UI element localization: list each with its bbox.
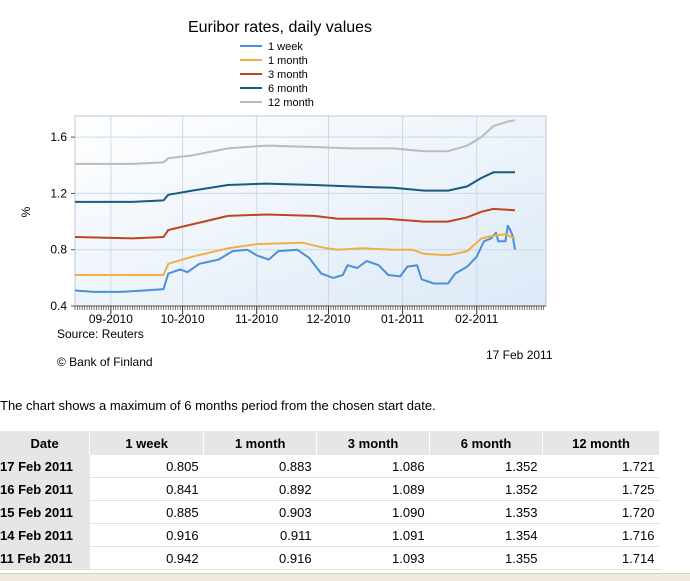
chart-legend: 1 week 1 month 3 month 6 month 12 month xyxy=(240,41,314,109)
euribor-chart: Euribor rates, daily values 1 week 1 mont… xyxy=(19,19,547,326)
cell-3-month: 1.089 xyxy=(316,477,430,501)
cell-1-month: 0.892 xyxy=(203,477,317,501)
cell-6-month: 1.355 xyxy=(429,546,543,570)
table-row: 15 Feb 2011 0.885 0.903 1.090 1.353 1.72… xyxy=(0,500,660,524)
cell-3-month: 1.086 xyxy=(316,455,430,478)
x-tick-label: 02-2011 xyxy=(455,312,498,326)
cell-1-month: 0.883 xyxy=(203,455,317,478)
copyright-label: © Bank of Finland xyxy=(57,355,153,369)
header-date: Date xyxy=(0,431,91,455)
chart-note: The chart shows a maximum of 6 months pe… xyxy=(0,398,436,413)
legend-label: 3 month xyxy=(268,69,308,81)
cell-1-month: 0.911 xyxy=(203,523,317,547)
cell-12-month: 1.716 xyxy=(542,523,660,547)
date-cell: 11 Feb 2011 xyxy=(0,546,90,570)
cell-1-month: 0.903 xyxy=(203,500,317,524)
table-header-row: Date 1 week 1 month 3 month 6 month 12 m… xyxy=(0,431,660,455)
header-3-month: 3 month xyxy=(316,431,431,455)
x-tick-label: 11-2010 xyxy=(235,312,278,326)
x-tick-label: 10-2010 xyxy=(161,312,205,326)
date-cell: 16 Feb 2011 xyxy=(0,477,90,501)
header-1-week: 1 week xyxy=(89,431,205,455)
cell-3-month: 1.090 xyxy=(316,500,430,524)
header-12-month: 12 month xyxy=(542,431,660,455)
legend-label: 1 month xyxy=(268,55,308,67)
date-cell: 14 Feb 2011 xyxy=(0,523,90,547)
window-bottom-bar xyxy=(0,573,690,581)
plot-area xyxy=(74,115,547,307)
cell-1-week: 0.885 xyxy=(89,500,204,524)
legend-label: 1 week xyxy=(268,41,303,53)
cell-1-week: 0.805 xyxy=(89,455,204,478)
y-axis: 0.4 0.8 1.2 1.6 xyxy=(50,130,75,313)
cell-3-month: 1.093 xyxy=(316,546,430,570)
series-line-1-week xyxy=(74,224,516,293)
date-cell: 15 Feb 2011 xyxy=(0,500,90,524)
cell-1-week: 0.942 xyxy=(89,546,204,570)
cell-6-month: 1.352 xyxy=(429,455,543,478)
x-tick-label: 01-2011 xyxy=(381,312,424,326)
header-6-month: 6 month xyxy=(429,431,544,455)
table-row: 17 Feb 2011 0.805 0.883 1.086 1.352 1.72… xyxy=(0,455,660,478)
x-tick-label: 12-2010 xyxy=(306,312,350,326)
cell-6-month: 1.354 xyxy=(429,523,543,547)
y-tick-label: 0.4 xyxy=(50,299,67,313)
cell-6-month: 1.352 xyxy=(429,477,543,501)
cell-12-month: 1.721 xyxy=(542,455,660,478)
series-lines xyxy=(74,119,516,293)
table-row: 11 Feb 2011 0.942 0.916 1.093 1.355 1.71… xyxy=(0,546,660,570)
source-label: Source: Reuters xyxy=(57,327,144,341)
y-tick-label: 1.2 xyxy=(50,186,67,200)
cell-12-month: 1.720 xyxy=(542,500,660,524)
table-row: 16 Feb 2011 0.841 0.892 1.089 1.352 1.72… xyxy=(0,477,660,501)
cell-1-month: 0.916 xyxy=(203,546,317,570)
y-tick-label: 1.6 xyxy=(50,130,67,144)
series-line-3-month xyxy=(74,207,516,240)
cell-1-week: 0.841 xyxy=(89,477,204,501)
chart-title: Euribor rates, daily values xyxy=(188,19,372,36)
cell-6-month: 1.353 xyxy=(429,500,543,524)
cell-12-month: 1.725 xyxy=(542,477,660,501)
x-axis: 09-2010 10-2010 11-2010 12-2010 01-2011 02-20… xyxy=(74,305,546,326)
legend-label: 6 month xyxy=(268,83,308,95)
x-tick-label: 09-2010 xyxy=(89,312,133,326)
series-line-12-month xyxy=(75,119,516,165)
cell-1-week: 0.916 xyxy=(89,523,204,547)
rates-table: Date 1 week 1 month 3 month 6 month 12 m… xyxy=(0,431,660,570)
legend-label: 12 month xyxy=(268,97,314,109)
cell-3-month: 1.091 xyxy=(316,523,430,547)
series-line-6-month xyxy=(75,171,515,203)
y-axis-label: % xyxy=(19,206,33,217)
chart-date: 17 Feb 2011 xyxy=(486,348,553,362)
table-row: 14 Feb 2011 0.916 0.911 1.091 1.354 1.71… xyxy=(0,523,660,547)
y-tick-label: 0.8 xyxy=(50,243,67,257)
header-1-month: 1 month xyxy=(203,431,318,455)
cell-12-month: 1.714 xyxy=(542,546,660,570)
date-cell: 17 Feb 2011 xyxy=(0,455,90,478)
series-line-1-month xyxy=(75,233,516,276)
